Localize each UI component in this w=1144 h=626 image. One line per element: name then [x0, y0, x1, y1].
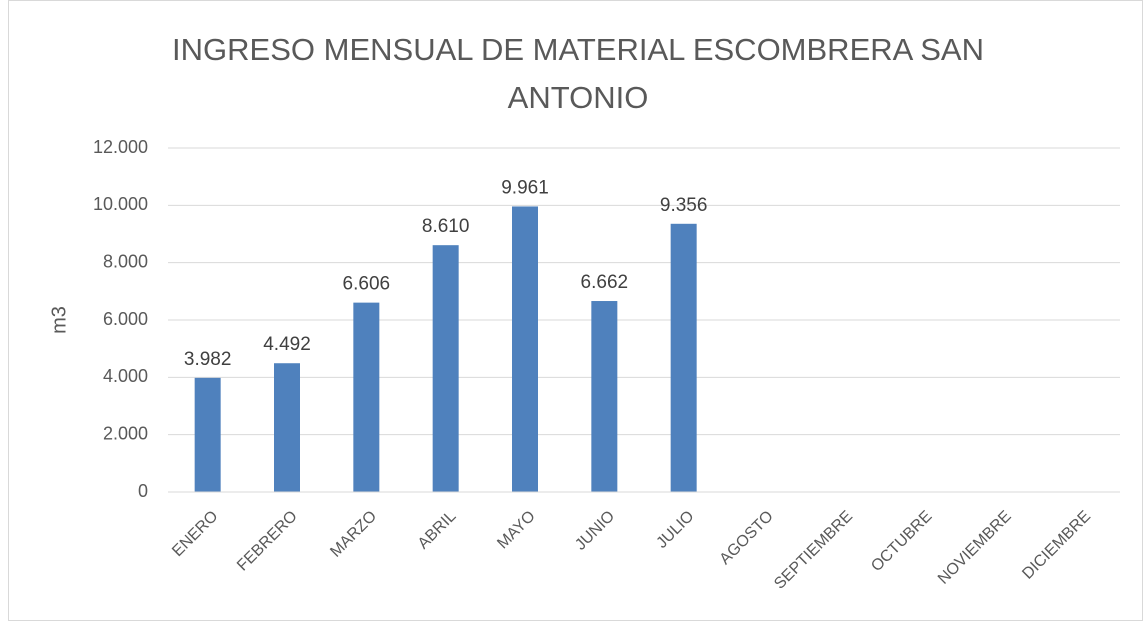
x-tick-label: ABRIL [415, 508, 460, 553]
x-tick-label: DICIEMBRE [1019, 508, 1094, 583]
x-tick-label: NOVIEMBRE [935, 508, 1015, 588]
bar [274, 363, 300, 492]
x-tick-label: JULIO [653, 508, 697, 552]
data-label: 9.356 [660, 195, 708, 216]
x-tick-label: MAYO [494, 508, 539, 553]
bar [194, 377, 221, 492]
bar [512, 206, 538, 492]
x-tick-label: JUNIO [572, 508, 618, 554]
bar [591, 301, 618, 492]
data-label: 6.606 [343, 274, 391, 295]
bar [670, 223, 697, 492]
y-tick-label: 0 [138, 481, 148, 501]
data-label: 4.492 [263, 334, 311, 355]
y-tick-label: 8.000 [103, 251, 148, 271]
bar [432, 245, 459, 492]
y-tick-label: 4.000 [103, 366, 148, 386]
data-label: 3.982 [184, 349, 232, 370]
x-tick-label: ENERO [169, 508, 221, 560]
x-tick-label: OCTUBRE [868, 508, 935, 575]
y-tick-label: 2.000 [103, 423, 148, 443]
x-tick-label: FEBRERO [234, 508, 301, 575]
y-tick-label: 12.000 [93, 137, 148, 157]
x-tick-label: SEPTIEMBRE [771, 508, 856, 593]
chart-title: INGRESO MENSUAL DE MATERIAL ESCOMBRERA S… [172, 32, 984, 115]
y-tick-label: 10.000 [93, 194, 148, 214]
x-tick-label: AGOSTO [717, 508, 777, 568]
bar [353, 302, 380, 492]
chart-border [8, 0, 1143, 621]
x-tick-label: MARZO [327, 508, 380, 561]
data-label: 8.610 [422, 216, 470, 237]
data-label: 6.662 [581, 272, 629, 293]
y-axis-label: m3 [48, 306, 70, 334]
data-label: 9.961 [501, 177, 549, 198]
y-tick-label: 6.000 [103, 309, 148, 329]
